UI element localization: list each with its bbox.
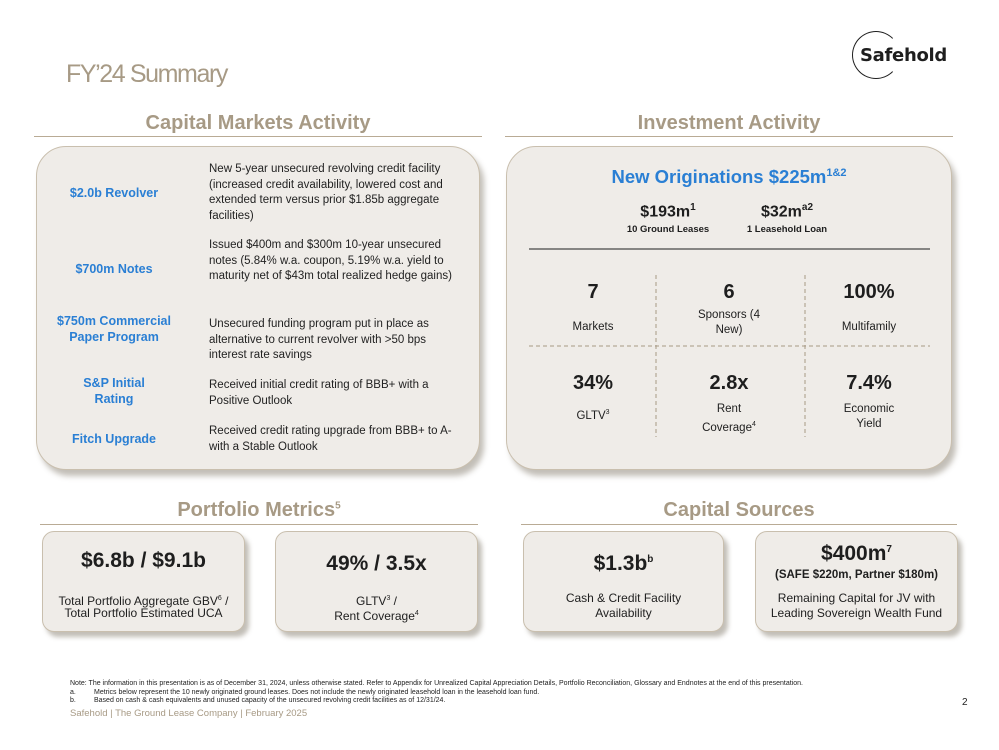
footer-text: Safehold | The Ground Lease Company | Fe… — [70, 708, 308, 719]
leasehold-loan-caption: 1 Leasehold Loan — [746, 224, 828, 235]
stat-rent-coverage-value: 2.8x — [709, 372, 749, 394]
stat-multifamily-value: 100% — [843, 281, 895, 303]
investment-title: Investment Activity — [637, 112, 821, 134]
cm-desc-revolver: New 5-year unsecured revolving credit fa… — [209, 163, 443, 222]
stat-economic-yield-value: 7.4% — [846, 372, 892, 394]
capital-availability-value: $1.3bb — [593, 552, 654, 575]
investment-card: New Originations $225m1&2 $193m1 10 Grou… — [506, 146, 952, 470]
jv-capital-label-1: Remaining Capital for JV with — [777, 591, 936, 605]
portfolio-gbv-label-2: Total Portfolio Estimated UCA — [64, 606, 223, 620]
capital-availability-card: $1.3bb Cash & Credit Facility Availabili… — [523, 531, 724, 632]
leasehold-loan-value: $32ma2 — [760, 202, 814, 221]
footnote-main: Note: The information in this presentati… — [70, 680, 803, 687]
portfolio-gbv-value: $6.8b / $9.1b — [81, 549, 206, 572]
cm-desc-commercial-paper: Unsecured funding program put in place a… — [209, 318, 429, 361]
cm-desc-fitch: Received credit rating upgrade from BBB+… — [209, 425, 452, 453]
capital-sources-rule — [521, 524, 957, 525]
logo-ring-icon — [852, 31, 900, 79]
investment-rule — [505, 136, 953, 137]
jv-capital-card: $400m7 (SAFE $220m, Partner $180m) Remai… — [755, 531, 958, 632]
stat-gltv-value: 34% — [572, 372, 614, 394]
cm-desc-sp-rating: Received initial credit rating of BBB+ w… — [209, 379, 429, 407]
cm-label-notes: $700m Notes — [75, 262, 153, 276]
footnotes: Note: The information in this presentati… — [70, 680, 803, 706]
portfolio-gltv-label-1: GLTV3 / — [355, 594, 398, 608]
capital-sources-title: Capital Sources — [663, 499, 815, 521]
jv-capital-split: (SAFE $220m, Partner $180m) — [775, 569, 938, 581]
page-title: FY’24 Summary — [66, 60, 228, 88]
logo-text: Safehold — [860, 44, 947, 66]
portfolio-gbv-card: $6.8b / $9.1b Total Portfolio Aggregate … — [42, 531, 245, 632]
footnote-b: b. Based on cash & cash equivalents and u… — [70, 697, 446, 704]
portfolio-gbv-label-1: Total Portfolio Aggregate GBV6 / — [58, 594, 229, 608]
capital-availability-label-1: Cash & Credit Facility — [565, 591, 682, 605]
originations-title: New Originations $225m1&2 — [611, 166, 847, 187]
page-number: 2 — [962, 697, 968, 708]
cm-label-sp-rating: S&P Initial Rating — [83, 376, 145, 406]
stat-economic-yield-label: Economic Yield — [843, 403, 895, 430]
investment-grid-lines — [529, 248, 930, 437]
stat-rent-coverage-label: Rent Coverage4 — [702, 403, 756, 434]
ground-lease-value: $193m1 — [640, 202, 696, 221]
cm-desc-notes: Issued $400m and $300m 10-year unsecured… — [209, 239, 452, 282]
capital-markets-card: $2.0b Revolver New 5-year unsecured revo… — [36, 146, 480, 470]
jv-capital-value: $400m7 — [821, 542, 892, 565]
company-logo: Safehold — [852, 31, 947, 79]
stat-sponsors-label: Sponsors (4 New) — [697, 309, 760, 336]
capital-availability-label-2: Availability — [595, 606, 652, 620]
capital-markets-title: Capital Markets Activity — [145, 112, 371, 134]
stat-gltv-label: GLTV3 — [576, 409, 610, 422]
cm-label-commercial-paper: $750m Commercial Paper Program — [57, 314, 171, 344]
cm-label-fitch: Fitch Upgrade — [71, 432, 157, 446]
footnote-a: a. Metrics below represent the 10 newly o… — [70, 688, 540, 696]
portfolio-gltv-label-2: Rent Coverage4 — [334, 609, 419, 623]
ground-lease-caption: 10 Ground Leases — [626, 224, 710, 235]
jv-capital-label-2: Leading Sovereign Wealth Fund — [770, 606, 943, 620]
portfolio-gltv-card: 49% / 3.5x GLTV3 / Rent Coverage4 — [275, 531, 478, 632]
stat-markets-value: 7 — [587, 281, 599, 303]
stat-sponsors-value: 6 — [723, 281, 735, 303]
portfolio-metrics-rule — [40, 524, 478, 525]
capital-markets-rule — [34, 136, 482, 137]
stat-markets-label: Markets — [572, 321, 614, 333]
portfolio-metrics-title: Portfolio Metrics5 — [177, 499, 341, 521]
portfolio-gltv-value: 49% / 3.5x — [326, 552, 427, 575]
stat-multifamily-label: Multifamily — [841, 321, 897, 333]
cm-label-revolver: $2.0b Revolver — [69, 186, 159, 200]
